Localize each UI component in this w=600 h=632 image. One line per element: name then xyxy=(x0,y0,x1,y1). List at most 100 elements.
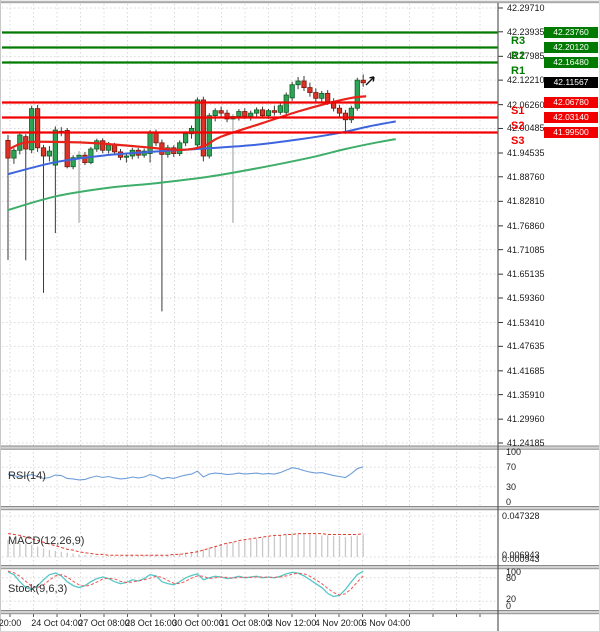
bull-candle-body xyxy=(348,107,354,121)
support-s2-price-badge: 42.03140 xyxy=(544,112,598,124)
panel-separator[interactable] xyxy=(0,566,600,569)
stoch-scale-label: 100 xyxy=(506,566,522,577)
stoch-d-line xyxy=(7,570,364,596)
panel-separator[interactable] xyxy=(0,568,600,570)
support-s1-price-badge: 42.06780 xyxy=(544,97,598,109)
y-axis-tick-label: 41.76860 xyxy=(507,220,545,231)
bull-candle-body xyxy=(212,110,218,117)
bear-candle-body xyxy=(82,154,88,164)
panel-separator[interactable] xyxy=(0,506,600,507)
bull-candle-body xyxy=(52,129,58,166)
bull-candle-body xyxy=(94,140,100,150)
rsi-scale-label: 30 xyxy=(506,482,517,492)
support-s1-label: S1 xyxy=(511,104,525,117)
bear-candle-body xyxy=(200,99,206,157)
y-axis-tick-label: 41.82810 xyxy=(507,196,545,207)
bull-candle-body xyxy=(354,79,360,109)
bull-candle-body xyxy=(29,108,35,151)
panel-separator[interactable] xyxy=(0,565,600,566)
bull-candle-body xyxy=(194,99,201,146)
bull-candle-body xyxy=(319,92,325,99)
bull-candle-body xyxy=(11,149,17,159)
bear-candle-body xyxy=(242,111,248,117)
bull-candle-body xyxy=(283,94,289,113)
window-top-edge xyxy=(0,1,600,4)
stoch-scale-label: 20 xyxy=(506,594,517,604)
resistance-r3-label: R3 xyxy=(511,34,526,47)
y-axis-tick-label: 41.53410 xyxy=(507,317,545,328)
y-axis-tick-label: 41.47635 xyxy=(507,341,545,352)
stoch-k-line xyxy=(7,570,364,598)
bull-candle-body xyxy=(277,105,283,113)
macd-panel-label: MACD(12,26,9) xyxy=(8,535,85,547)
rsi-line xyxy=(7,466,364,481)
bear-candle-body xyxy=(64,130,70,168)
bull-candle-body xyxy=(289,84,295,99)
panel-separator[interactable] xyxy=(0,445,600,447)
bull-candle-body xyxy=(123,155,129,158)
y-axis-tick-label: 41.41685 xyxy=(507,365,545,376)
panel-separator[interactable] xyxy=(0,611,600,614)
bear-candle-body xyxy=(259,109,266,117)
bull-candle-body xyxy=(46,150,53,157)
bear-candle-body xyxy=(153,131,159,144)
bull-candle-body xyxy=(147,131,153,154)
bull-candle-body xyxy=(248,112,254,117)
x-axis-tick-label: 20:00 xyxy=(0,618,22,628)
support-s3-label: S3 xyxy=(511,134,525,147)
rsi-scale-label: 0 xyxy=(506,496,512,507)
x-axis-tick-label: 28 Oct 16:00 xyxy=(125,618,177,628)
x-axis-tick-label: 31 Oct 08:00 xyxy=(219,618,271,628)
resistance-r3-price-badge: 42.23760 xyxy=(544,27,598,39)
macd-scale-label: 0.006943 xyxy=(502,550,540,560)
y-axis-tick-label: 41.65135 xyxy=(507,269,545,280)
bull-candle-body xyxy=(106,144,112,151)
current-price-badge: 42.11567 xyxy=(544,77,598,89)
bear-candle-body xyxy=(360,79,366,84)
resistance-r2-label: R2 xyxy=(511,49,526,62)
y-axis-tick-label: 41.29960 xyxy=(507,414,545,425)
bear-candle-body xyxy=(336,107,343,114)
bear-candle-body xyxy=(35,108,41,149)
bear-candle-body xyxy=(100,140,106,151)
x-axis-tick-label: 3 Nov 12:00 xyxy=(267,618,317,628)
y-axis-tick-label: 41.35910 xyxy=(507,389,545,400)
x-axis-tick-label: 27 Oct 08:00 xyxy=(78,618,130,628)
y-axis-tick-label: 42.00485 xyxy=(507,123,545,134)
y-axis-tick-label: 41.59360 xyxy=(507,292,545,303)
stoch-scale-label: 80 xyxy=(506,572,517,583)
bear-candle-body xyxy=(313,92,319,99)
latest-price-arrow-marker xyxy=(365,76,375,86)
y-axis-tick-label: 41.71085 xyxy=(507,244,545,255)
bull-candle-body xyxy=(182,133,189,144)
panel-separator[interactable] xyxy=(0,610,600,611)
y-axis-tick-label: 41.88760 xyxy=(507,171,545,182)
resistance-r1-price-badge: 42.16480 xyxy=(544,57,598,69)
bear-candle-body xyxy=(111,144,118,153)
panel-separator[interactable] xyxy=(0,448,600,450)
macd-scale-label: 0.000943 xyxy=(502,554,540,564)
y-axis-tick-label: 42.17985 xyxy=(507,51,545,62)
panel-separator[interactable] xyxy=(0,507,600,510)
panel-separator[interactable] xyxy=(0,446,600,449)
bull-candle-body xyxy=(254,109,260,114)
x-axis-tick-label: 6 Nov 04:00 xyxy=(361,618,411,628)
y-axis-tick-label: 42.12210 xyxy=(507,75,545,86)
bear-candle-body xyxy=(325,92,331,103)
bull-candle-body xyxy=(70,157,76,168)
stoch-panel-label: Stock(9,6,3) xyxy=(8,583,68,595)
panel-separator[interactable] xyxy=(0,613,600,615)
rsi-scale-label: 70 xyxy=(506,462,517,472)
resistance-r1-label: R1 xyxy=(511,64,526,77)
panel-separator[interactable] xyxy=(0,509,600,511)
ma-mid-blue-line xyxy=(7,120,396,176)
support-s2-label: S2 xyxy=(511,119,525,132)
x-axis-tick-label: 30 Oct 00:00 xyxy=(172,618,224,628)
bear-candle-body xyxy=(218,110,224,114)
x-axis-tick-label: 24 Oct 04:00 xyxy=(31,618,83,628)
macd-signal-line xyxy=(7,533,364,556)
y-axis-tick-label: 42.06260 xyxy=(507,99,545,110)
rsi-scale-label: 100 xyxy=(506,447,522,457)
